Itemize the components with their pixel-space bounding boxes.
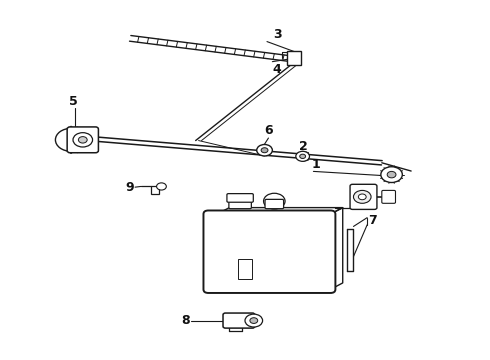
FancyBboxPatch shape [227,194,253,202]
FancyBboxPatch shape [203,211,335,293]
Circle shape [300,154,306,158]
Bar [151,186,159,194]
FancyBboxPatch shape [67,127,98,153]
FancyBboxPatch shape [265,199,284,209]
Text: 6: 6 [264,124,273,137]
Text: 1: 1 [312,158,320,171]
Circle shape [250,318,258,323]
Circle shape [387,171,396,178]
Circle shape [245,314,263,327]
FancyBboxPatch shape [229,200,251,209]
Circle shape [73,133,93,147]
Circle shape [78,136,87,143]
Bar [238,259,252,279]
Circle shape [264,193,285,209]
Circle shape [157,183,166,190]
Text: 9: 9 [125,181,134,194]
Circle shape [358,194,366,200]
Text: 5: 5 [69,95,77,108]
Text: 8: 8 [182,314,190,327]
Circle shape [296,151,310,161]
Circle shape [55,129,87,151]
FancyBboxPatch shape [382,190,395,203]
Text: 7: 7 [368,214,377,227]
Text: 4: 4 [273,63,282,76]
Circle shape [381,167,402,183]
Bar [287,51,301,65]
Circle shape [261,148,268,153]
Text: 3: 3 [273,28,281,41]
FancyBboxPatch shape [350,184,377,210]
FancyBboxPatch shape [223,313,255,328]
Circle shape [353,190,371,203]
Circle shape [257,144,272,156]
Text: 2: 2 [299,140,308,153]
